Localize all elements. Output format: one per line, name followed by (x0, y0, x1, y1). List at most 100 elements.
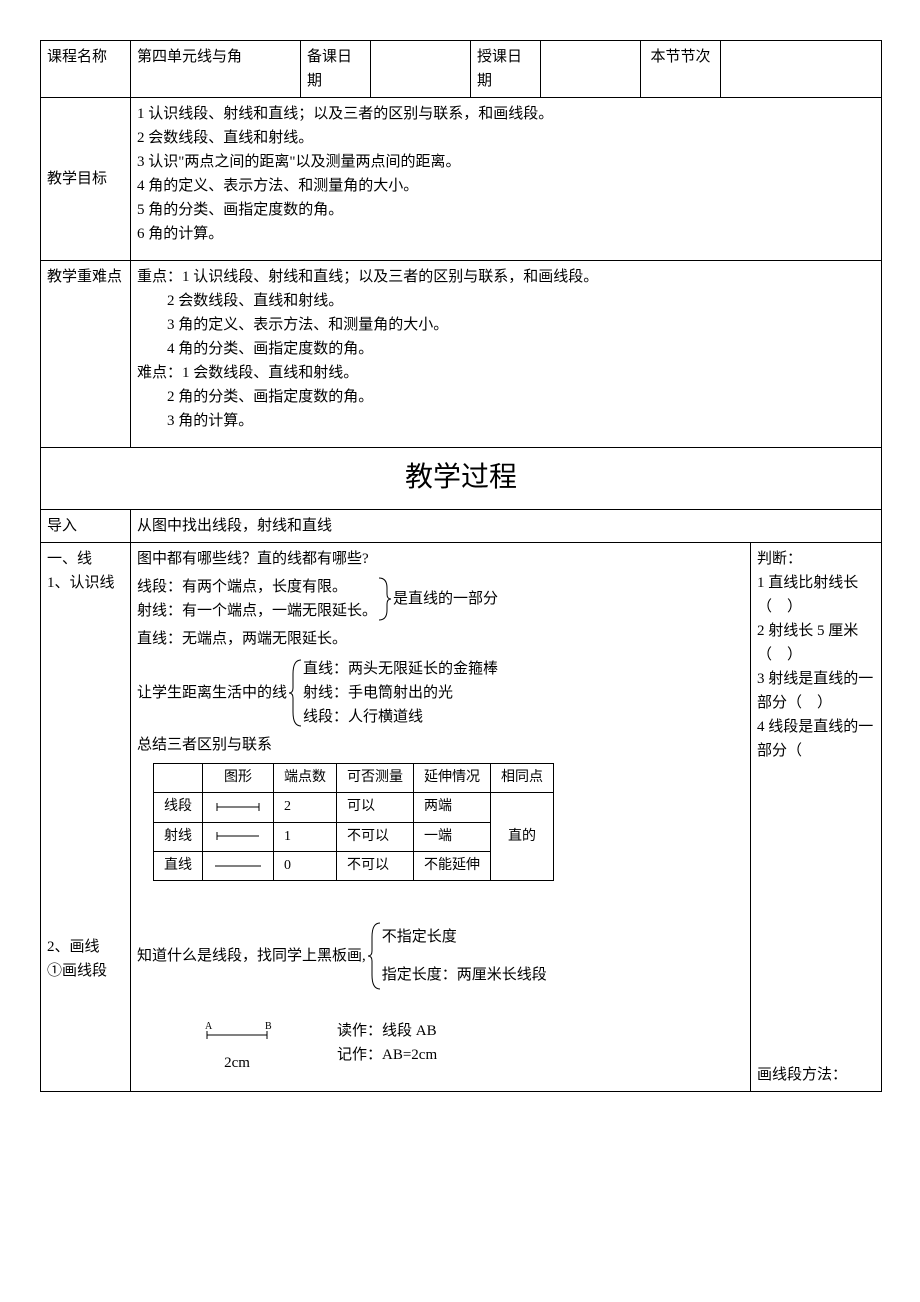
right-brace-icon (377, 576, 393, 622)
segment-ab-icon: A B (187, 1019, 287, 1043)
left-brace-icon (287, 658, 303, 728)
th-extend: 延伸情况 (414, 763, 491, 792)
intro-mid: 从图中找出线段，射线和直线 (131, 510, 881, 542)
draw-option: 指定长度：两厘米长线段 (382, 963, 547, 987)
read-as: 读作：线段 AB (337, 1019, 744, 1043)
row-shape (203, 851, 274, 880)
row-endpoints: 0 (274, 851, 337, 880)
row-name: 线段 (154, 793, 203, 822)
lesson-plan-document: 课程名称 第四单元线与角 备课日期 授课日期 本节节次 教学目标 1 认识线段、… (40, 40, 882, 1092)
th-blank (154, 763, 203, 792)
life-item: 直线：两头无限延长的金箍棒 (303, 657, 498, 681)
judge-item: 3 射线是直线的一部分（ ） (757, 667, 875, 715)
keypoints-zhong-label: 重点： (137, 269, 182, 285)
segment-length: 2cm (137, 1051, 337, 1075)
write-as: 记作：AB=2cm (337, 1043, 744, 1067)
th-measurable: 可否测量 (337, 763, 414, 792)
row-measurable: 不可以 (337, 822, 414, 851)
section-label: 本节节次 (641, 41, 721, 97)
ray-icon (213, 830, 263, 842)
row-same: 直的 (491, 793, 554, 881)
section2-left-line1: 2、画线 (47, 935, 124, 959)
row-extend: 两端 (414, 793, 491, 822)
definitions-brace-block: 线段：有两个端点，长度有限。 射线：有一个端点，一端无限延长。 是直线的一部分 (137, 575, 744, 623)
section1-row: 一、线 1、认识线 2、画线 ①画线段 图中都有哪些线？直的线都有哪些? 线段：… (41, 543, 881, 1091)
def-segment: 线段：有两个端点，长度有限。 (137, 575, 377, 599)
comparison-table: 图形 端点数 可否测量 延伸情况 相同点 线段 2 可以 两端 直的 (153, 763, 554, 882)
life-item: 射线：手电筒射出的光 (303, 681, 498, 705)
row-extend: 不能延伸 (414, 851, 491, 880)
row-endpoints: 1 (274, 822, 337, 851)
section1-right: 判断： 1 直线比射线长（ ） 2 射线长 5 厘米（ ） 3 射线是直线的一部… (751, 543, 881, 1091)
th-endpoints: 端点数 (274, 763, 337, 792)
keypoint-item: 1 认识线段、射线和直线；以及三者的区别与联系，和画线段。 (182, 269, 598, 285)
intro-row: 导入 从图中找出线段，射线和直线 (41, 510, 881, 543)
goal-item: 4 角的定义、表示方法、和测量角的大小。 (137, 174, 875, 198)
th-same: 相同点 (491, 763, 554, 792)
row-shape (203, 793, 274, 822)
summary-label: 总结三者区别与联系 (137, 733, 744, 757)
def-ray: 射线：有一个端点，一端无限延长。 (137, 599, 377, 623)
ab-segment-block: A B 2cm 读作：线段 AB 记作：AB=2cm (137, 1019, 744, 1075)
intro-left: 导入 (41, 510, 131, 542)
prep-date-value (371, 41, 471, 97)
keypoints-nan-label: 难点： (137, 365, 182, 381)
row-name: 射线 (154, 822, 203, 851)
keypoint-item: 4 角的分类、画指定度数的角。 (137, 337, 875, 361)
goals-content: 1 认识线段、射线和直线；以及三者的区别与联系，和画线段。 2 会数线段、直线和… (131, 98, 881, 260)
diffpoint-item: 1 会数线段、直线和射线。 (182, 365, 358, 381)
goal-item: 5 角的分类、画指定度数的角。 (137, 198, 875, 222)
left-brace-icon (366, 921, 382, 991)
judge-item: 4 线段是直线的一部分（ (757, 715, 875, 763)
teach-date-label: 授课日期 (471, 41, 541, 97)
judge-label: 判断： (757, 547, 875, 571)
th-shape: 图形 (203, 763, 274, 792)
goal-item: 6 角的计算。 (137, 222, 875, 246)
course-value: 第四单元线与角 (131, 41, 301, 97)
section1-mid: 图中都有哪些线？直的线都有哪些? 线段：有两个端点，长度有限。 射线：有一个端点… (131, 543, 751, 1091)
draw-text: 知道什么是线段，找同学上黑板画, (137, 944, 366, 968)
header-row: 课程名称 第四单元线与角 备课日期 授课日期 本节节次 (41, 41, 881, 98)
line-icon (213, 860, 263, 872)
brace-note: 是直线的一部分 (393, 587, 498, 611)
def-line: 直线：无端点，两端无限延长。 (137, 627, 744, 651)
goal-item: 3 认识"两点之间的距离"以及测量两点间的距离。 (137, 150, 875, 174)
keypoints-label: 教学重难点 (41, 261, 131, 447)
row-measurable: 不可以 (337, 851, 414, 880)
process-title: 教学过程 (41, 448, 881, 510)
teach-date-value (541, 41, 641, 97)
diffpoint-item: 2 角的分类、画指定度数的角。 (137, 385, 875, 409)
keypoints-content: 重点：1 认识线段、射线和直线；以及三者的区别与联系，和画线段。 2 会数线段、… (131, 261, 881, 447)
row-shape (203, 822, 274, 851)
keypoints-row: 教学重难点 重点：1 认识线段、射线和直线；以及三者的区别与联系，和画线段。 2… (41, 261, 881, 448)
section-value (721, 41, 881, 97)
section1-left-line1: 一、线 (47, 547, 124, 571)
point-b-label: B (265, 1021, 272, 1032)
draw-method-note: 画线段方法： (757, 1063, 875, 1087)
diffpoint-item: 3 角的计算。 (137, 409, 875, 433)
prep-date-label: 备课日期 (301, 41, 371, 97)
life-examples-block: 让学生距离生活中的线 直线：两头无限延长的金箍棒 射线：手电筒射出的光 线段：人… (137, 657, 744, 729)
row-extend: 一端 (414, 822, 491, 851)
keypoint-item: 2 会数线段、直线和射线。 (137, 289, 875, 313)
point-a-label: A (205, 1021, 213, 1032)
goals-row: 教学目标 1 认识线段、射线和直线；以及三者的区别与联系，和画线段。 2 会数线… (41, 98, 881, 261)
goal-item: 2 会数线段、直线和射线。 (137, 126, 875, 150)
judge-item: 2 射线长 5 厘米（ ） (757, 619, 875, 667)
life-label: 让学生距离生活中的线 (137, 681, 287, 705)
section2-left-line2: ①画线段 (47, 959, 124, 983)
segment-icon (213, 801, 263, 813)
section1-left: 一、线 1、认识线 2、画线 ①画线段 (41, 543, 131, 1091)
judge-item: 1 直线比射线长（ ） (757, 571, 875, 619)
goal-item: 1 认识线段、射线和直线；以及三者的区别与联系，和画线段。 (137, 102, 875, 126)
section1-left-line2: 1、认识线 (47, 571, 124, 595)
draw-brace-block: 知道什么是线段，找同学上黑板画, 不指定长度 指定长度：两厘米长线段 (137, 921, 744, 991)
table-header-row: 图形 端点数 可否测量 延伸情况 相同点 (154, 763, 554, 792)
draw-option: 不指定长度 (382, 925, 547, 949)
row-measurable: 可以 (337, 793, 414, 822)
keypoint-item: 3 角的定义、表示方法、和测量角的大小。 (137, 313, 875, 337)
life-item: 线段：人行横道线 (303, 705, 498, 729)
goals-label: 教学目标 (41, 98, 131, 260)
row-name: 直线 (154, 851, 203, 880)
q1: 图中都有哪些线？直的线都有哪些? (137, 547, 744, 571)
